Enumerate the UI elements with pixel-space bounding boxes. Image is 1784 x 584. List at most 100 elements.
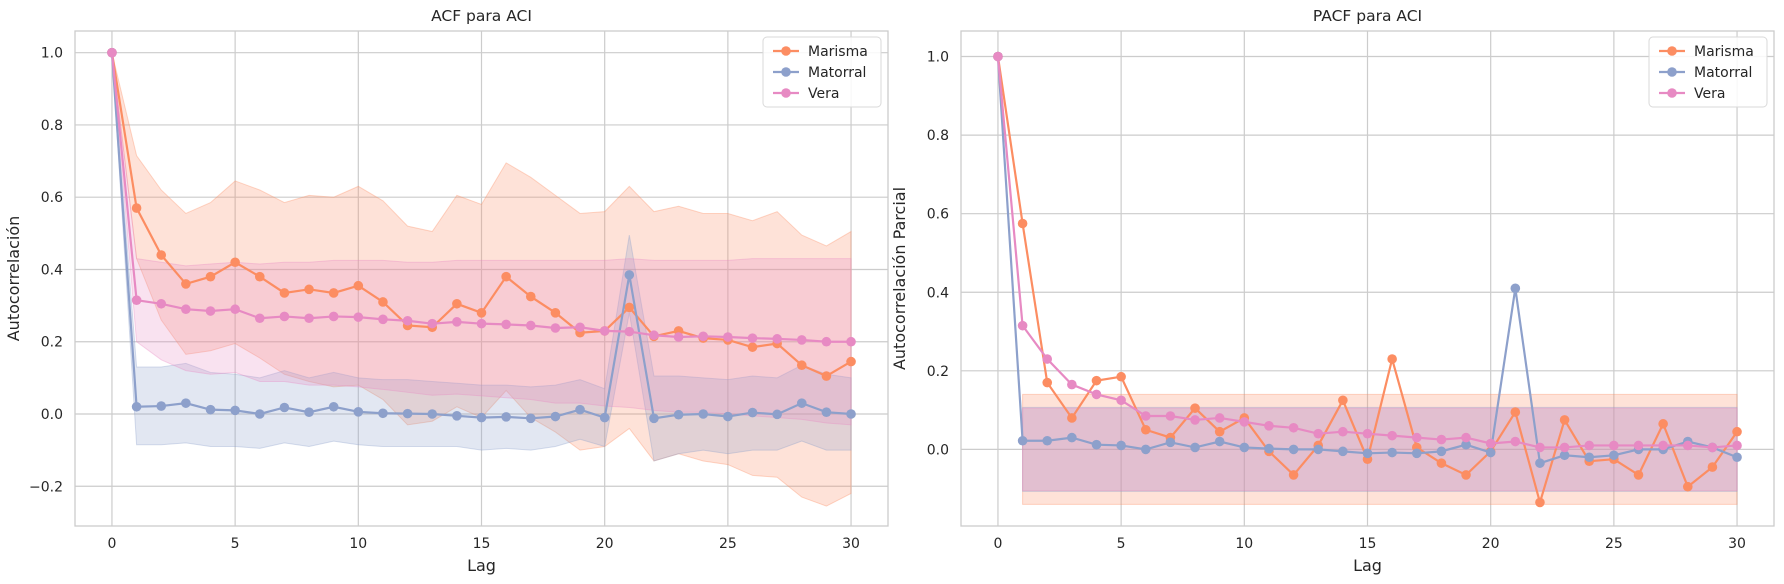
legend-label: Vera <box>1694 86 1725 102</box>
data-point-matorral <box>1042 435 1053 446</box>
data-point-marisma <box>821 371 832 381</box>
x-tick-label: 15 <box>473 536 491 552</box>
y-tick-label: 0.2 <box>41 335 63 351</box>
data-point-matorral <box>1461 439 1471 450</box>
data-point-vera <box>501 319 511 330</box>
y-tick-label: 0.8 <box>41 118 63 134</box>
y-tick-label: 0.2 <box>927 364 949 380</box>
data-point-vera <box>698 331 709 342</box>
data-point-vera <box>1091 389 1102 400</box>
data-point-marisma <box>476 308 487 318</box>
data-point-vera <box>723 332 733 342</box>
y-tick-label: 0.4 <box>41 262 63 278</box>
data-point-matorral <box>1288 444 1299 455</box>
data-point-matorral <box>304 407 314 417</box>
data-point-matorral <box>1140 444 1151 455</box>
data-point-vera <box>1436 434 1447 445</box>
data-point-vera <box>1288 422 1299 433</box>
data-point-matorral <box>649 413 659 424</box>
data-point-matorral <box>378 408 388 419</box>
data-point-marisma <box>1658 419 1668 429</box>
data-point-vera <box>821 336 832 347</box>
acf-panel: 0 5 10 15 20 25 30 −0.2 0.0 0.2 0.4 0.6 0.8 1.0 ACF pa… <box>4 7 889 575</box>
data-point-matorral <box>279 402 290 413</box>
legend-marker <box>781 46 791 56</box>
data-point-matorral <box>1535 458 1545 468</box>
data-point-vera <box>796 335 807 345</box>
axes-frame <box>74 30 889 527</box>
y-tick-label: 0.4 <box>927 285 949 301</box>
data-point-matorral <box>1338 446 1348 457</box>
data-point-marisma <box>353 280 364 291</box>
data-point-vera <box>353 312 364 322</box>
pacf-panel: 0 5 10 15 20 25 30 0.0 0.2 0.4 0.6 0.8 1.0 PACF para … <box>890 7 1775 575</box>
data-point-marisma <box>1633 470 1644 480</box>
data-point-vera <box>1067 379 1077 390</box>
data-point-vera <box>205 306 216 316</box>
x-tick-label: 20 <box>1482 536 1500 552</box>
y-axis-label: Autocorrelación <box>4 216 23 342</box>
data-point-matorral <box>1190 442 1200 453</box>
data-point-matorral <box>1165 437 1176 448</box>
data-point-marisma <box>1190 403 1200 413</box>
data-point-matorral <box>673 409 684 420</box>
data-point-vera <box>1732 440 1742 451</box>
x-tick-label: 0 <box>993 536 1002 552</box>
y-tick-label: 0.0 <box>41 407 63 423</box>
data-point-vera <box>599 326 610 336</box>
x-axis-label: Lag <box>467 556 496 575</box>
data-point-vera <box>1387 430 1397 441</box>
data-point-matorral <box>1313 444 1324 455</box>
legend-marker <box>781 67 791 77</box>
data-point-vera <box>772 334 782 344</box>
data-point-vera <box>131 295 142 305</box>
x-tick-label: 15 <box>1359 536 1377 552</box>
legend: Marisma Matorral Vera <box>1648 36 1768 108</box>
data-point-vera <box>747 333 758 343</box>
legend-label: Matorral <box>808 65 866 81</box>
confidence-band-matorral <box>1022 406 1738 492</box>
x-tick-label: 5 <box>1117 536 1126 552</box>
data-point-marisma <box>1017 218 1028 229</box>
x-tick-label: 5 <box>231 536 240 552</box>
data-point-matorral <box>427 409 438 419</box>
data-point-matorral <box>1264 443 1274 454</box>
data-point-marisma <box>279 288 290 298</box>
plot-content <box>107 47 856 507</box>
data-point-vera <box>1017 320 1028 331</box>
data-point-matorral <box>747 407 758 418</box>
x-tick-label: 25 <box>1605 536 1623 552</box>
data-point-vera <box>1535 442 1545 453</box>
data-point-marisma <box>328 288 339 298</box>
data-point-vera <box>1707 442 1718 453</box>
data-point-marisma <box>1461 470 1471 480</box>
confidence-band-vera <box>1022 407 1738 492</box>
data-point-vera <box>550 323 561 333</box>
y-axis-label: Autocorrelación Parcial <box>890 187 909 370</box>
data-point-vera <box>673 332 684 342</box>
data-point-matorral <box>1214 436 1225 447</box>
data-point-vera <box>1165 411 1176 421</box>
data-point-matorral <box>1510 283 1521 294</box>
data-point-marisma <box>1535 497 1545 508</box>
plot-content <box>993 51 1742 508</box>
data-point-marisma <box>1091 375 1102 386</box>
data-point-vera <box>181 304 191 315</box>
data-point-vera <box>1682 440 1693 451</box>
data-point-marisma <box>1732 426 1742 437</box>
legend-box <box>1648 36 1768 108</box>
data-point-matorral <box>131 401 142 412</box>
data-point-vera <box>575 322 585 333</box>
data-point-marisma <box>181 279 191 289</box>
data-point-marisma <box>131 203 142 213</box>
y-tick-label: 0.8 <box>927 128 949 144</box>
data-point-vera <box>254 313 265 324</box>
data-point-matorral <box>205 404 216 415</box>
data-point-vera <box>402 315 413 326</box>
legend-label: Vera <box>808 86 839 102</box>
x-tick-label: 0 <box>107 536 116 552</box>
data-point-vera <box>1190 415 1200 425</box>
data-point-vera <box>1239 417 1250 427</box>
data-point-vera <box>1338 426 1348 437</box>
y-tick-label: 1.0 <box>927 50 949 66</box>
